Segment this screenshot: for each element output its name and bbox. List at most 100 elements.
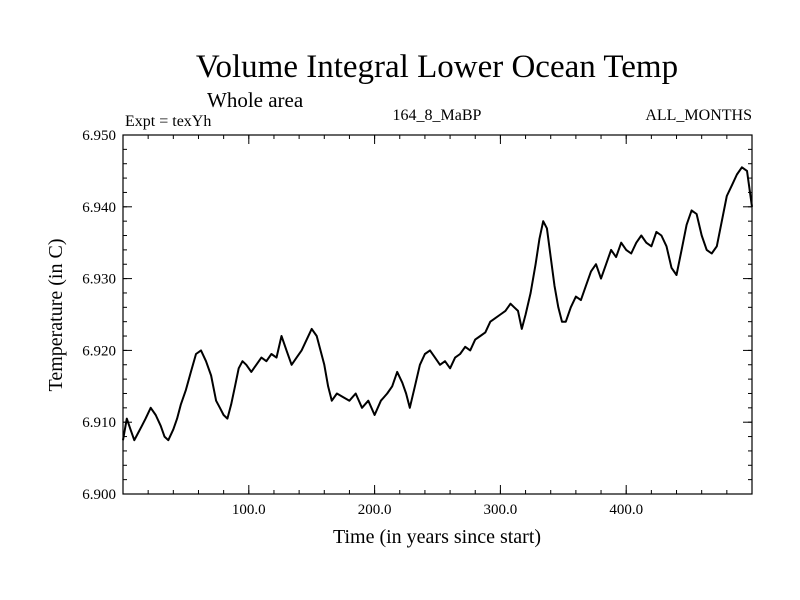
data-point bbox=[499, 313, 501, 316]
data-point bbox=[291, 364, 293, 366]
data-point bbox=[650, 245, 653, 247]
data-point bbox=[241, 360, 244, 362]
data-point bbox=[342, 396, 344, 398]
data-point bbox=[245, 364, 247, 366]
data-point bbox=[530, 292, 532, 294]
data-point bbox=[686, 224, 688, 226]
x-tick-label: 300.0 bbox=[484, 502, 518, 518]
data-point bbox=[615, 256, 617, 258]
data-point bbox=[561, 321, 563, 323]
data-point bbox=[610, 249, 612, 251]
data-point bbox=[391, 385, 393, 387]
data-point bbox=[640, 234, 642, 237]
data-point bbox=[316, 335, 318, 337]
data-point bbox=[185, 389, 187, 391]
data-point bbox=[454, 357, 456, 359]
data-point bbox=[449, 367, 451, 369]
data-point bbox=[414, 385, 416, 387]
data-point bbox=[565, 321, 567, 323]
months-label: ALL_MONTHS bbox=[645, 107, 752, 124]
data-point bbox=[150, 407, 152, 409]
data-point bbox=[746, 170, 748, 172]
data-point bbox=[736, 173, 738, 176]
data-point bbox=[311, 328, 313, 330]
data-point bbox=[419, 364, 421, 366]
data-point bbox=[429, 349, 431, 351]
data-point bbox=[424, 353, 426, 355]
y-tick-label: 6.920 bbox=[82, 343, 116, 359]
data-point bbox=[444, 360, 446, 362]
data-point bbox=[645, 242, 647, 244]
data-point bbox=[301, 349, 303, 351]
data-point bbox=[513, 306, 515, 308]
data-point bbox=[605, 263, 607, 265]
data-point bbox=[580, 299, 582, 301]
data-point bbox=[550, 256, 552, 258]
data-point bbox=[374, 414, 376, 416]
data-point bbox=[439, 364, 441, 366]
data-point bbox=[751, 206, 753, 208]
data-point bbox=[327, 385, 329, 387]
data-point bbox=[137, 432, 139, 434]
data-point bbox=[205, 360, 207, 362]
data-point bbox=[230, 403, 232, 405]
data-point bbox=[323, 364, 325, 366]
data-point bbox=[701, 234, 703, 237]
data-point bbox=[464, 346, 466, 348]
y-tick-label: 6.900 bbox=[82, 487, 116, 503]
data-point bbox=[459, 353, 461, 355]
data-point bbox=[535, 263, 537, 265]
data-point bbox=[474, 339, 476, 341]
data-point bbox=[509, 303, 512, 305]
data-point bbox=[590, 270, 592, 272]
data-point bbox=[731, 184, 733, 186]
data-point bbox=[306, 339, 308, 341]
data-point bbox=[361, 407, 363, 409]
y-tick-label: 6.950 bbox=[82, 128, 116, 144]
data-point bbox=[655, 231, 658, 233]
data-point bbox=[706, 249, 708, 251]
data-point bbox=[210, 374, 212, 377]
y-tick-label: 6.910 bbox=[82, 415, 116, 431]
y-axis-ticks: 6.900 6.910 6.920 6.930 6.940 6.950 bbox=[82, 128, 752, 503]
data-point bbox=[250, 371, 252, 373]
data-point bbox=[726, 195, 728, 197]
data-point bbox=[270, 353, 272, 355]
data-point bbox=[355, 392, 357, 395]
data-point bbox=[160, 425, 162, 427]
data-point bbox=[635, 242, 637, 244]
data-point bbox=[525, 313, 527, 316]
data-point bbox=[255, 364, 257, 366]
data-point bbox=[190, 371, 192, 373]
data-point bbox=[401, 382, 403, 384]
chart-subtitle: Whole area bbox=[207, 88, 304, 112]
data-point bbox=[234, 385, 236, 387]
data-point bbox=[219, 407, 221, 409]
data-point bbox=[696, 213, 698, 215]
data-point bbox=[585, 285, 587, 287]
data-point bbox=[141, 425, 143, 427]
data-point bbox=[494, 317, 496, 319]
x-tick-label: 400.0 bbox=[609, 502, 643, 518]
data-point bbox=[280, 335, 283, 337]
data-point bbox=[126, 418, 128, 420]
data-point bbox=[620, 242, 622, 244]
data-point bbox=[215, 400, 217, 402]
data-point bbox=[691, 209, 693, 211]
data-point bbox=[348, 400, 350, 402]
data-point bbox=[517, 310, 519, 312]
data-point bbox=[296, 357, 298, 359]
chart-title: Volume Integral Lower Ocean Temp bbox=[196, 49, 678, 85]
data-point bbox=[396, 371, 398, 373]
data-point bbox=[557, 306, 559, 308]
plot-frame bbox=[122, 134, 753, 495]
data-point bbox=[155, 414, 157, 416]
data-point bbox=[200, 349, 202, 351]
x-axis-ticks: 100.0 200.0 300.0 400.0 bbox=[147, 135, 728, 518]
data-point bbox=[484, 331, 486, 333]
x-tick-label: 200.0 bbox=[358, 502, 392, 518]
data-point bbox=[319, 349, 322, 351]
data-point bbox=[711, 252, 713, 255]
data-point bbox=[434, 357, 436, 359]
